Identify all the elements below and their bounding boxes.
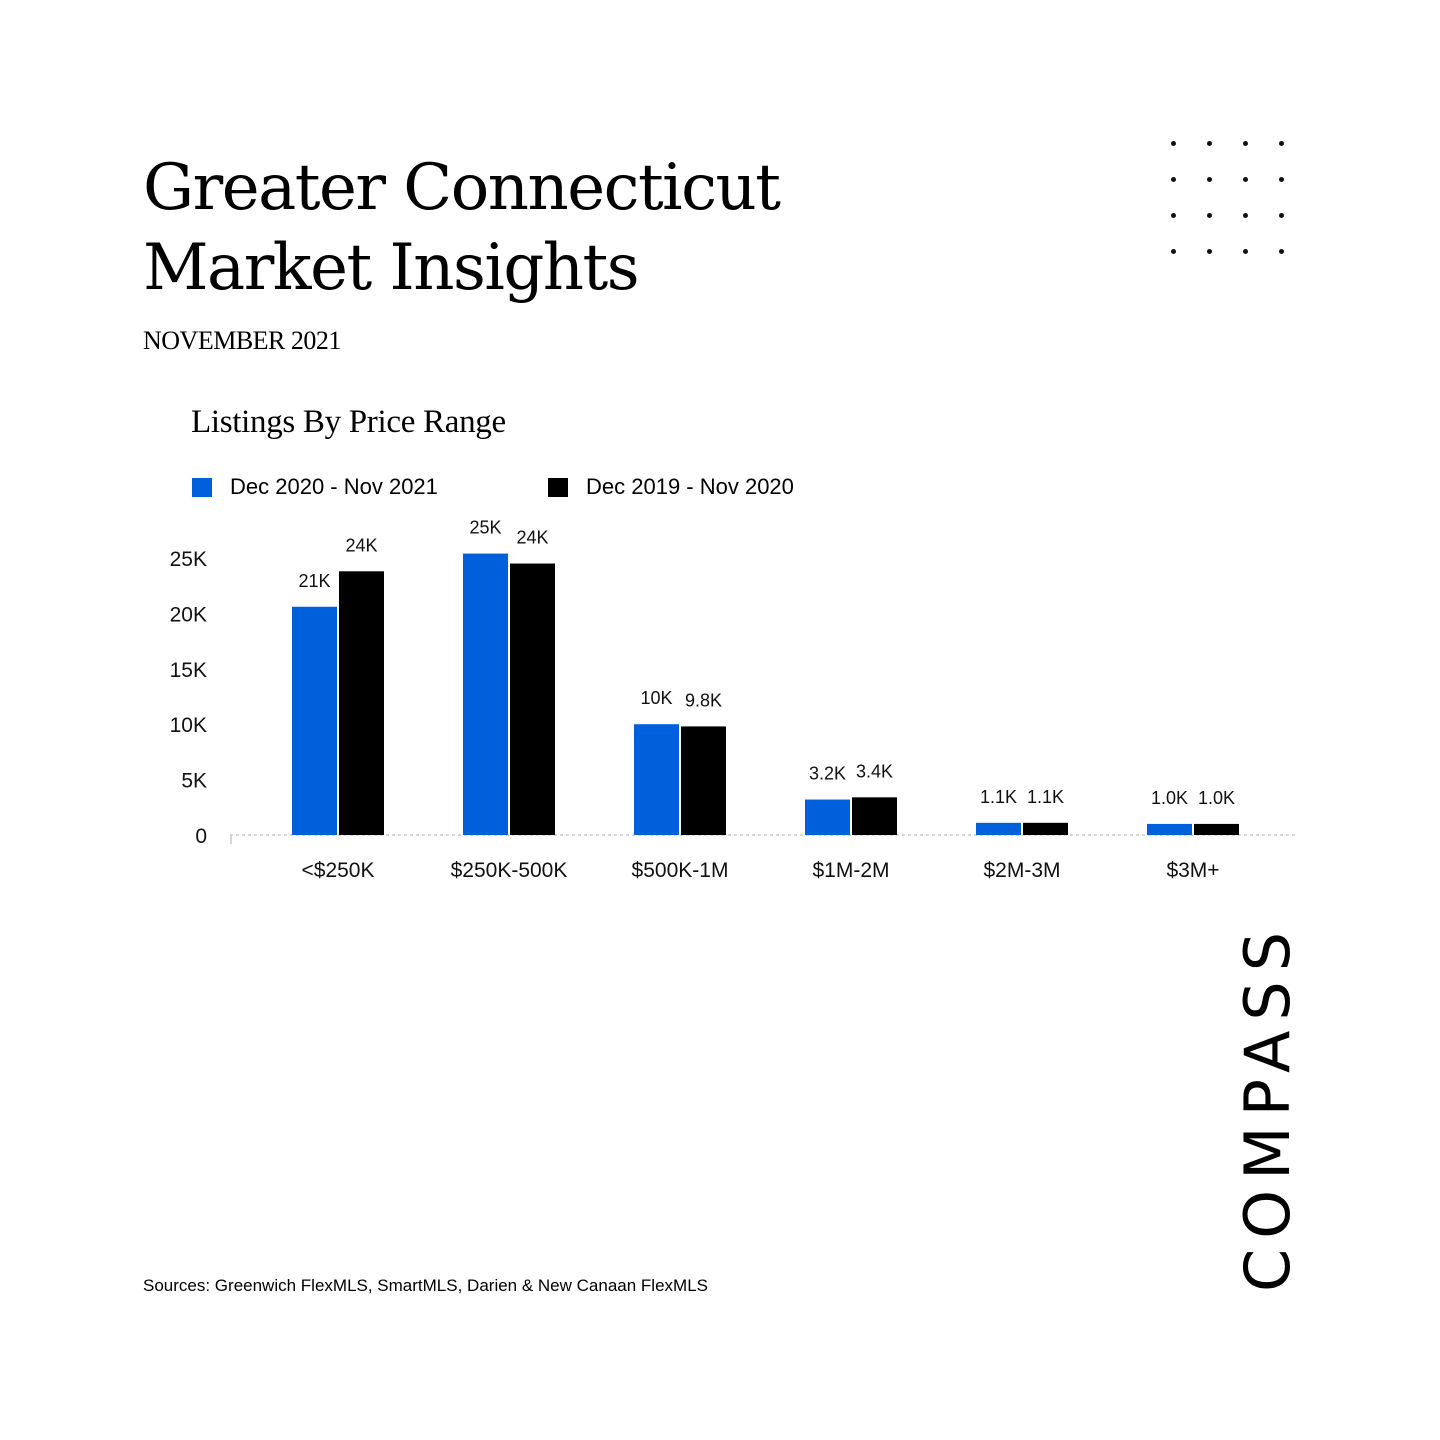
bar-previous xyxy=(681,726,726,835)
bar-previous xyxy=(1023,822,1068,835)
data-label: 24K xyxy=(345,535,377,555)
title-line-1: Greater Connecticut xyxy=(143,151,781,225)
x-category-label: $2M-3M xyxy=(983,859,1060,882)
data-label: 1.1K xyxy=(980,787,1017,807)
dot xyxy=(1243,141,1248,146)
legend-item-previous: Dec 2019 - Nov 2020 xyxy=(548,474,794,500)
legend-swatch-previous xyxy=(548,477,568,497)
title-line-2: Market Insights xyxy=(143,231,640,305)
dot xyxy=(1279,141,1284,146)
dot xyxy=(1171,177,1176,182)
x-category-label: <$250K xyxy=(302,859,375,882)
x-category-label: $1M-2M xyxy=(812,859,889,882)
data-label: 10K xyxy=(640,688,672,708)
data-label: 1.0K xyxy=(1198,788,1235,808)
compass-logo: COMPASS xyxy=(1231,921,1304,1292)
bar-previous xyxy=(1194,823,1239,835)
dot xyxy=(1207,213,1212,218)
data-label: 25K xyxy=(469,518,501,538)
x-category-label: $3M+ xyxy=(1166,859,1219,882)
dot xyxy=(1279,177,1284,182)
report-month: NOVEMBER 2021 xyxy=(143,326,341,355)
bar-current xyxy=(805,799,850,835)
data-label: 1.1K xyxy=(1027,787,1064,807)
y-tick-label: 25K xyxy=(170,548,207,571)
dot xyxy=(1243,177,1248,182)
data-label: 21K xyxy=(298,571,330,591)
dot xyxy=(1207,141,1212,146)
data-label: 3.4K xyxy=(856,761,893,781)
y-tick-label: 0 xyxy=(195,825,207,848)
y-tick-label: 20K xyxy=(170,603,207,626)
x-category-label: $500K-1M xyxy=(632,859,729,882)
decorative-dot-grid xyxy=(1171,141,1301,271)
bar-previous xyxy=(339,571,384,835)
sources-note: Sources: Greenwich FlexMLS, SmartMLS, Da… xyxy=(143,1276,708,1295)
y-tick-label: 15K xyxy=(170,659,207,682)
dot xyxy=(1279,213,1284,218)
dot xyxy=(1279,249,1284,254)
y-tick-label: 5K xyxy=(181,770,207,793)
bar-current xyxy=(1147,823,1192,835)
bar-current xyxy=(292,606,337,835)
bar-current xyxy=(634,724,679,835)
legend-swatch-current xyxy=(192,477,212,497)
x-category-label: $250K-500K xyxy=(451,859,568,882)
dot xyxy=(1171,249,1176,254)
dot xyxy=(1207,249,1212,254)
page-title: Greater Connecticut Market Insights xyxy=(143,148,781,308)
dot xyxy=(1243,249,1248,254)
legend-label-current: Dec 2020 - Nov 2021 xyxy=(230,474,438,499)
y-tick-label: 10K xyxy=(170,714,207,737)
dot xyxy=(1171,141,1176,146)
dot xyxy=(1243,213,1248,218)
data-label: 3.2K xyxy=(809,764,846,784)
data-label: 1.0K xyxy=(1151,788,1188,808)
bar-previous xyxy=(852,797,897,835)
legend-label-previous: Dec 2019 - Nov 2020 xyxy=(586,474,794,499)
bar-current xyxy=(976,822,1021,835)
dot xyxy=(1207,177,1212,182)
data-label: 24K xyxy=(516,528,548,548)
chart-title: Listings By Price Range xyxy=(191,404,506,440)
legend-item-current: Dec 2020 - Nov 2021 xyxy=(192,474,438,500)
dot xyxy=(1171,213,1176,218)
data-label: 9.8K xyxy=(685,690,722,710)
bar-current xyxy=(463,553,508,835)
bar-previous xyxy=(510,563,555,835)
